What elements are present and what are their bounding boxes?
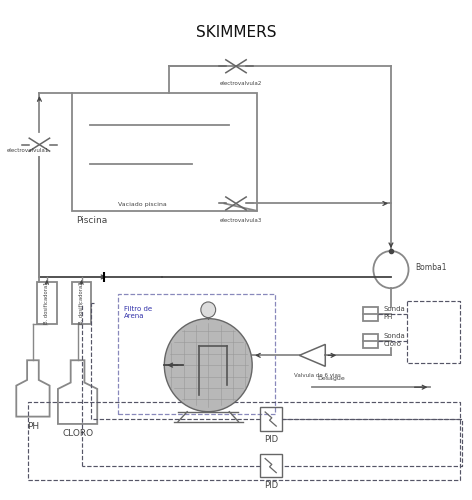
Text: Sonda: Sonda xyxy=(384,332,405,338)
Bar xyxy=(72,93,257,211)
Circle shape xyxy=(164,318,252,412)
Bar xyxy=(363,308,378,321)
Text: Valvula de 6 vias: Valvula de 6 vias xyxy=(294,374,341,378)
Text: B. dosificadora1: B. dosificadora1 xyxy=(44,282,49,324)
Bar xyxy=(260,408,282,431)
Text: Piscina: Piscina xyxy=(76,216,108,225)
Bar xyxy=(118,294,275,414)
Text: Desagüe: Desagüe xyxy=(317,376,345,381)
Text: CLORO: CLORO xyxy=(62,429,93,438)
Text: Bomba1: Bomba1 xyxy=(415,262,447,272)
Bar xyxy=(260,454,282,477)
Bar xyxy=(72,282,91,324)
Text: Sonda: Sonda xyxy=(384,306,405,312)
Text: SKIMMERS: SKIMMERS xyxy=(196,24,276,40)
Text: PID: PID xyxy=(264,434,278,444)
Text: electrovalvula2: electrovalvula2 xyxy=(220,81,262,86)
Text: Cloro: Cloro xyxy=(384,341,402,347)
Text: Filtro de
Arena: Filtro de Arena xyxy=(124,306,152,320)
Text: PH: PH xyxy=(384,314,393,320)
Text: PID: PID xyxy=(264,481,278,490)
Text: electrovalvula1: electrovalvula1 xyxy=(7,148,50,153)
Text: PH: PH xyxy=(27,422,39,431)
Circle shape xyxy=(201,302,216,318)
Text: Vaciado piscina: Vaciado piscina xyxy=(118,202,167,207)
Text: electrovalvula3: electrovalvula3 xyxy=(220,218,262,223)
Text: B. dosificadora2: B. dosificadora2 xyxy=(79,282,84,324)
Bar xyxy=(37,282,57,324)
Bar xyxy=(363,334,378,348)
